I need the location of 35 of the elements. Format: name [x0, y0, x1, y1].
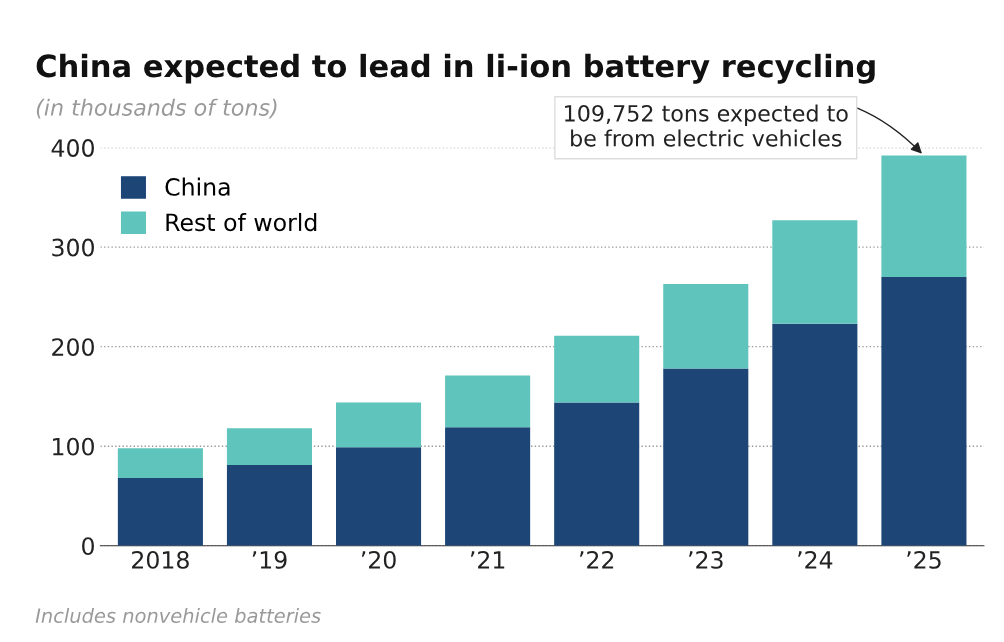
y-tick-label: 0 — [82, 537, 94, 556]
bar — [772, 323, 858, 546]
annotation: 109,752 tons expected to be from electric vehicles — [565, 104, 848, 147]
bar — [117, 448, 203, 479]
bar — [881, 155, 967, 278]
y-tick-label: 100 — [53, 437, 94, 456]
text: Includes nonvehicle batteries — [35, 607, 321, 624]
bar — [445, 375, 531, 428]
y-tick-label: 200 — [52, 338, 94, 356]
bar — [336, 402, 422, 448]
x-tick-label: ’23 — [689, 550, 723, 569]
y-tick-label: 400 — [51, 139, 94, 157]
bar — [881, 277, 967, 546]
bar — [772, 220, 858, 324]
chart-title: China expected to lead in li-ion battery recycling — [36, 53, 875, 84]
bar — [226, 465, 313, 546]
legend-label: Rest of world — [166, 212, 317, 232]
x-tick-label: ’21 — [470, 550, 505, 569]
bar — [663, 368, 749, 546]
x-tick-label: ’24 — [798, 550, 833, 569]
x-tick-label: ’19 — [252, 550, 287, 569]
y-tick-label: 300 — [52, 238, 94, 257]
bar — [554, 402, 640, 546]
bar — [554, 335, 640, 403]
x-tick-label: ’25 — [907, 550, 941, 569]
legend-label: China — [165, 177, 230, 196]
bar — [117, 478, 203, 546]
x-tick-label: ’22 — [579, 550, 614, 569]
bar — [336, 447, 422, 546]
x-tick-label: 2018 — [132, 550, 189, 569]
bar — [226, 428, 313, 466]
bar — [663, 283, 749, 369]
x-tick-label: ’20 — [361, 550, 396, 569]
bar — [445, 427, 531, 546]
chart-subtitle: (in thousands of tons) — [36, 98, 277, 119]
